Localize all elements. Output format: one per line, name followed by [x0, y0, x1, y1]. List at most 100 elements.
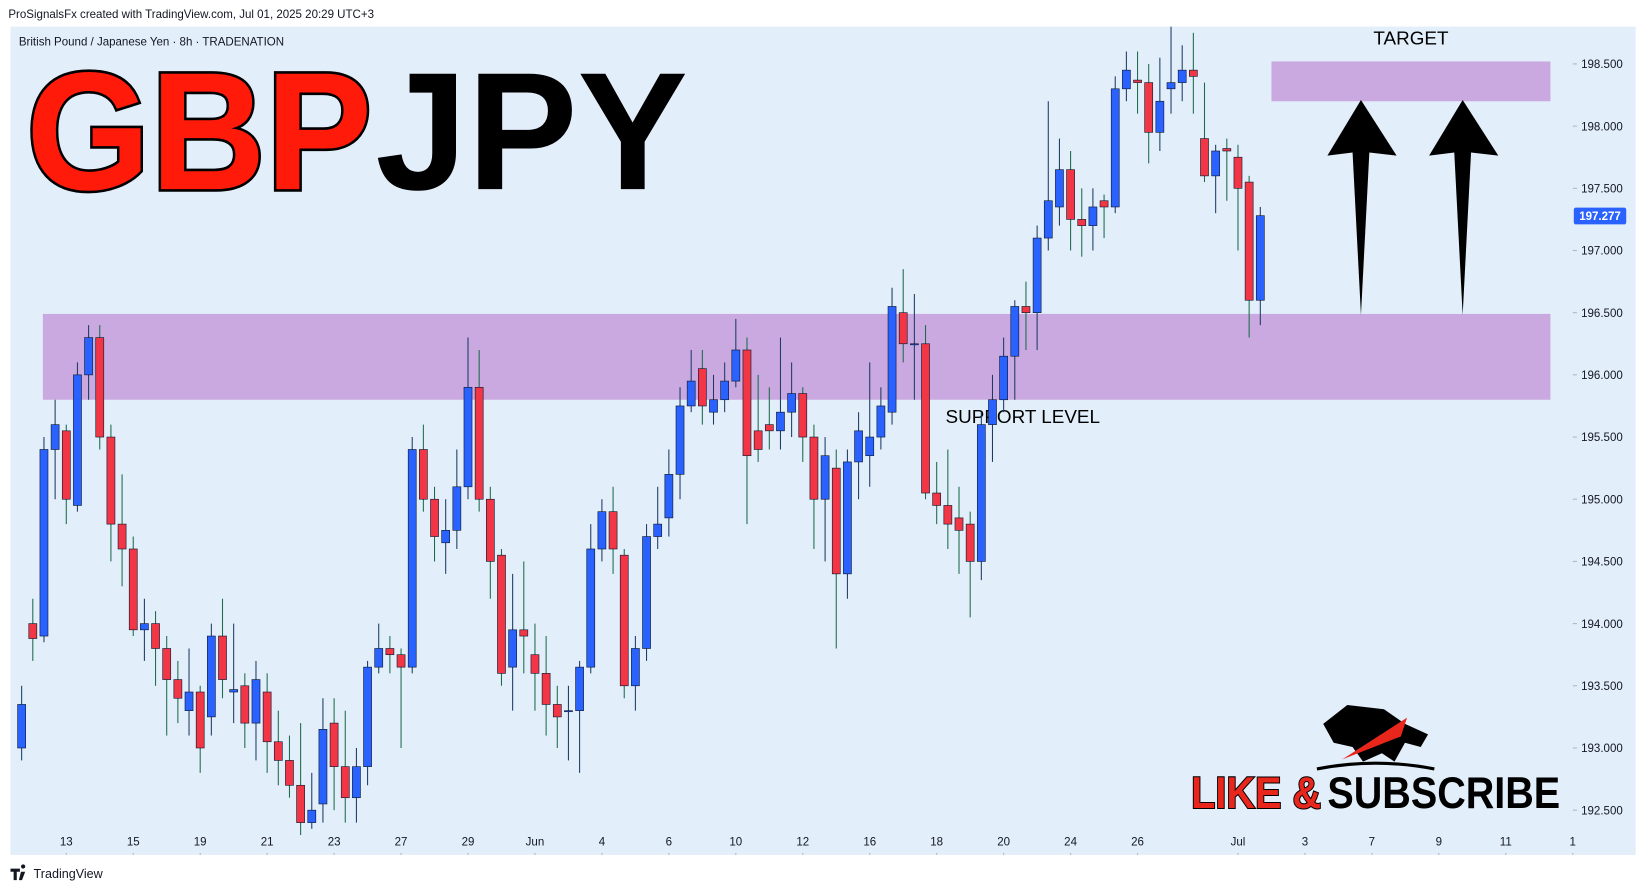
x-tick-label: 29 — [462, 837, 475, 849]
candle-body — [262, 691, 272, 743]
x-tick-label: 18 — [930, 837, 943, 849]
bull — [1323, 705, 1429, 762]
y-tick-label: 192.500 — [1581, 805, 1623, 817]
axes: 192.500 193.000 193.500 194.000 194.500 195.0… — [60, 59, 1627, 855]
candle-body — [965, 523, 975, 562]
x-tick-label: 23 — [328, 837, 341, 849]
candle-body — [1133, 79, 1142, 83]
candle-body — [296, 784, 305, 823]
candle-body — [207, 635, 216, 718]
footer-logo — [10, 864, 26, 881]
candle-body — [497, 554, 506, 674]
candle-body — [218, 635, 227, 680]
x-tick-label: 1 — [1570, 837, 1576, 849]
candle-body — [921, 343, 930, 494]
candle-body — [642, 536, 651, 649]
cta-part: SUBSCRIBE — [1327, 769, 1560, 818]
y-tick-label: 193.500 — [1581, 681, 1623, 693]
y-tick-label: 198.000 — [1581, 121, 1623, 133]
x-tick-label: 9 — [1436, 837, 1442, 849]
candle-body — [1166, 82, 1176, 90]
candle-body — [1077, 219, 1087, 226]
candle-body — [820, 455, 830, 500]
candle-body — [374, 648, 384, 668]
arrow — [1429, 100, 1499, 315]
candle-body — [943, 505, 953, 525]
candle-body — [686, 380, 696, 407]
zone — [42, 313, 1551, 400]
candle-body — [441, 530, 451, 544]
zone-label: SUPPORT LEVEL — [946, 406, 1100, 427]
candle-body — [720, 380, 729, 401]
x-tick-label: 19 — [194, 837, 207, 849]
candle-body — [709, 399, 718, 413]
x-tick-label: 3 — [1302, 837, 1308, 849]
candle-body — [1233, 156, 1243, 189]
zones: TARGET SUPPORT LEVEL — [42, 28, 1551, 427]
candle-body — [1043, 200, 1053, 239]
y-tick-label: 198.500 — [1581, 59, 1623, 71]
candle-body — [307, 809, 317, 823]
x-tick-label: 6 — [666, 837, 672, 849]
candle-body — [876, 405, 886, 438]
candle-body — [1244, 181, 1254, 301]
y-tick-label: 195.500 — [1581, 432, 1623, 444]
candle-body — [128, 548, 138, 631]
candle-body — [1088, 206, 1098, 226]
x-tick-label: 13 — [60, 837, 73, 849]
x-tick-label: 27 — [395, 837, 408, 849]
x-tick-label: 16 — [863, 837, 876, 849]
candle-body — [340, 766, 350, 799]
candle-body — [898, 312, 908, 345]
candle-body — [698, 368, 707, 407]
candle-body — [1144, 82, 1154, 133]
candle-body — [1222, 148, 1232, 152]
candle-body — [1066, 169, 1075, 220]
x-tick-label: 12 — [796, 837, 809, 849]
candle-body — [1200, 138, 1209, 177]
candle-body — [463, 386, 473, 488]
candle-body — [999, 355, 1008, 401]
candle-body — [1010, 306, 1020, 357]
candle-body — [597, 511, 607, 550]
candle-body — [162, 648, 172, 680]
candle-body — [229, 689, 238, 693]
candle-body — [173, 679, 183, 699]
y-tick-label: 193.000 — [1581, 743, 1623, 755]
x-tick-label: 7 — [1369, 837, 1375, 849]
candle-body — [731, 349, 741, 382]
candle-body — [73, 374, 82, 506]
candle-body — [396, 654, 406, 668]
candle-body — [787, 393, 796, 413]
last-price-box — [1573, 207, 1627, 225]
candle-body — [742, 349, 752, 457]
swoosh-line — [1316, 761, 1435, 771]
last-price-label: 197.277 — [1579, 211, 1621, 223]
y-tick-label: 196.500 — [1581, 308, 1623, 320]
x-tick-label: Jun — [526, 837, 545, 849]
candle-body — [273, 741, 283, 761]
candle-body — [653, 523, 663, 537]
candle-body — [1211, 150, 1220, 177]
x-tick-label: 21 — [261, 837, 274, 849]
candle-body — [831, 467, 841, 575]
candle-body — [1155, 100, 1165, 133]
candle-body — [764, 424, 774, 432]
candle-body — [988, 399, 997, 425]
candle-body — [776, 411, 785, 432]
candle-body — [184, 691, 194, 711]
candle-body — [664, 474, 674, 519]
candle-body — [39, 449, 49, 637]
candle-body — [519, 629, 529, 637]
candle-body — [608, 511, 618, 550]
candle-body — [508, 629, 517, 668]
y-tick-label: 197.500 — [1581, 184, 1623, 196]
candle-body — [530, 654, 540, 674]
candles — [17, 26, 1265, 836]
candle-body — [809, 436, 819, 500]
x-tick-label: 20 — [997, 837, 1010, 849]
candle-body — [910, 343, 919, 346]
candle-body — [675, 405, 685, 475]
candle-body — [28, 623, 38, 639]
